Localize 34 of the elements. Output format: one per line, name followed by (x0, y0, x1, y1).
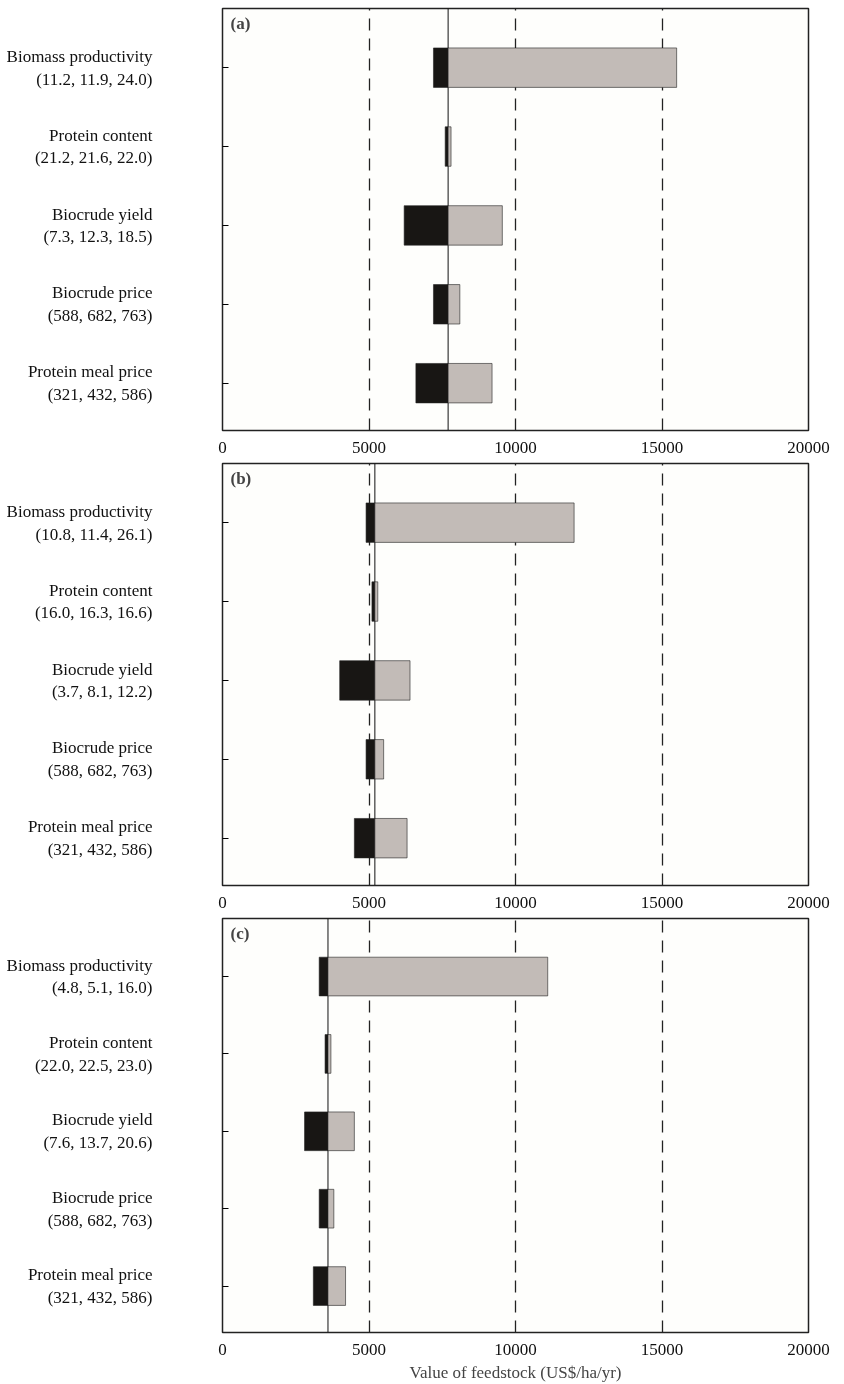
x-tick-label: 10000 (494, 1339, 537, 1359)
y-tick-label: Biocrude price (588, 682, 763) (47, 1187, 153, 1230)
y-tick-label: Biomass productivity (4.8, 5.1, 16.0) (6, 955, 153, 998)
y-tick-label: Biocrude yield (3.7, 8.1, 12.2) (51, 659, 153, 702)
y-tick-label: Protein meal price (321, 432, 586) (27, 817, 153, 860)
y-tick-label: Protein content (22.0, 22.5, 23.0) (34, 1033, 153, 1075)
x-tick-label: 20000 (787, 1339, 830, 1359)
x-tick-label: 20000 (787, 437, 830, 457)
y-tick-label: Biocrude yield (7.6, 13.7, 20.6) (43, 1110, 153, 1153)
x-tick-label: 5000 (352, 1339, 386, 1359)
x-tick-label: 15000 (640, 892, 684, 912)
x-tick-label: 0 (218, 892, 227, 912)
chart-title: (a) (230, 13, 251, 33)
y-tick-label: Biomass productivity (10.8, 11.4, 26.1) (6, 501, 153, 544)
x-tick-label: 5000 (352, 437, 386, 457)
x-tick-label: 10000 (494, 437, 537, 457)
x-tick-label: 0 (218, 437, 227, 457)
x-tick-label: 15000 (640, 1339, 684, 1359)
y-tick-label: Protein meal price (321, 432, 586) (27, 362, 153, 405)
x-tick-label: 0 (218, 1339, 227, 1359)
y-tick-label: Protein content (21.2, 21.6, 22.0) (34, 125, 153, 168)
x-tick-label: 5000 (352, 892, 386, 912)
x-axis-title: Value of feedstock (US$/ha/yr) (409, 1362, 622, 1382)
y-tick-label: Protein meal price (321, 432, 586) (27, 1265, 153, 1307)
y-tick-label: Biocrude price (588, 682, 763) (47, 738, 153, 781)
x-tick-label: 20000 (787, 892, 830, 912)
y-tick-label: Protein content (16.0, 16.3, 16.6) (34, 580, 153, 623)
y-tick-label: Biomass productivity (11.2, 11.9, 24.0) (6, 46, 153, 89)
chart-title: (c) (230, 923, 250, 943)
x-tick-label: 10000 (494, 892, 537, 912)
chart-title: (b) (230, 468, 252, 488)
y-tick-label: Biocrude yield (7.3, 12.3, 18.5) (43, 204, 153, 247)
y-tick-label: Biocrude price (588, 682, 763) (47, 283, 153, 326)
x-tick-label: 15000 (640, 437, 684, 457)
